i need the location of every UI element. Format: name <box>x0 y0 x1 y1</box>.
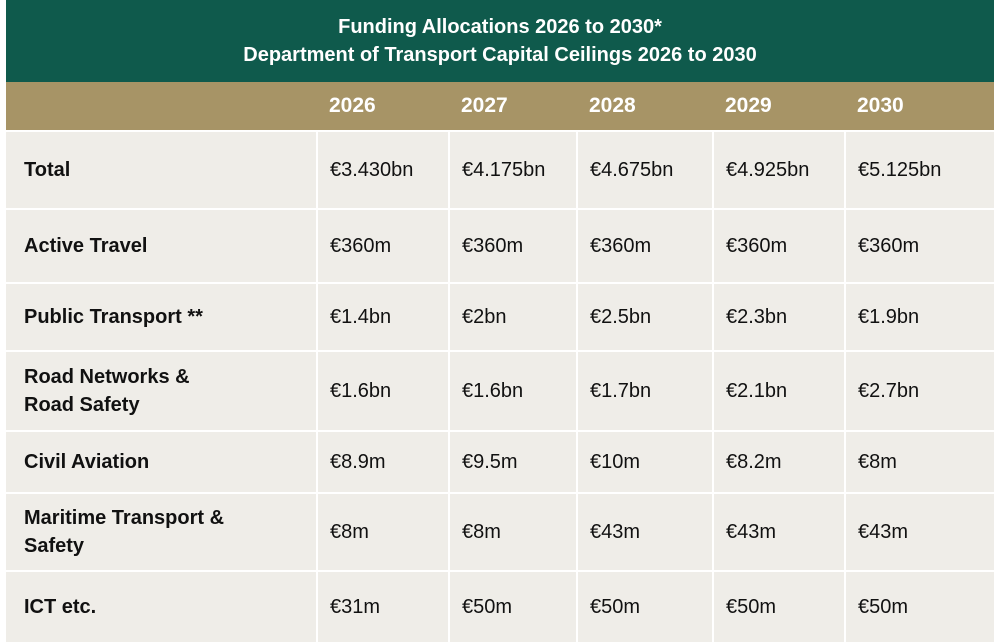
header-year-2026: 2026 <box>317 82 449 132</box>
cell-value: €8m <box>317 493 450 572</box>
cell-value: €43m <box>845 493 994 572</box>
cell-value: €2.7bn <box>845 351 994 432</box>
title-line-1: Funding Allocations 2026 to 2030* <box>338 16 662 38</box>
funding-table-figure: Funding Allocations 2026 to 2030* Depart… <box>6 0 994 644</box>
cell-value: €31m <box>317 571 450 644</box>
row-label-line: Civil Aviation <box>24 451 150 473</box>
table-row-active-travel: Active Travel €360m €360m €360m €360m €360m <box>6 209 994 284</box>
header-year-2028: 2028 <box>577 82 713 132</box>
title-banner: Funding Allocations 2026 to 2030* Depart… <box>6 0 994 82</box>
cell-value: €8.2m <box>713 431 846 494</box>
row-label-line: Active Travel <box>24 235 148 257</box>
row-label-line: ICT etc. <box>24 596 97 618</box>
cell-value: €8m <box>845 431 994 494</box>
cell-value: €4.175bn <box>449 131 578 210</box>
cell-value: €50m <box>713 571 846 644</box>
cell-value: €50m <box>577 571 714 644</box>
title-line-2: Department of Transport Capital Ceilings… <box>243 44 757 66</box>
row-label-line: Public Transport ** <box>24 306 203 328</box>
table-row-total: Total €3.430bn €4.175bn €4.675bn €4.925bn €5.… <box>6 131 994 210</box>
cell-value: €4.675bn <box>577 131 714 210</box>
row-label: Active Travel <box>6 209 318 284</box>
cell-value: €360m <box>713 209 846 284</box>
cell-value: €50m <box>845 571 994 644</box>
row-label: ICT etc. <box>6 571 318 644</box>
cell-value: €1.4bn <box>317 283 450 352</box>
cell-value: €2.1bn <box>713 351 846 432</box>
cell-value: €8m <box>449 493 578 572</box>
header-year-2027: 2027 <box>449 82 577 132</box>
header-row: 2026 2027 2028 2029 2030 <box>6 82 994 132</box>
table-row-road-networks-road-safety: Road Networks & Road Safety €1.6bn €1.6bn €1… <box>6 351 994 432</box>
cell-value: €9.5m <box>449 431 578 494</box>
cell-value: €360m <box>317 209 450 284</box>
row-label-line: Maritime Transport & <box>24 507 225 529</box>
row-label: Road Networks & Road Safety <box>6 351 318 432</box>
cell-value: €2.3bn <box>713 283 846 352</box>
cell-value: €2.5bn <box>577 283 714 352</box>
row-label-line: Total <box>24 159 71 181</box>
cell-value: €1.6bn <box>449 351 578 432</box>
table-row-ict-etc: ICT etc. €31m €50m €50m €50m €50m <box>6 571 994 644</box>
row-label: Public Transport ** <box>6 283 318 352</box>
row-label: Total <box>6 131 318 210</box>
table-row-civil-aviation: Civil Aviation €8.9m €9.5m €10m €8.2m €8m <box>6 431 994 494</box>
cell-value: €3.430bn <box>317 131 450 210</box>
row-label: Civil Aviation <box>6 431 318 494</box>
cell-value: €1.7bn <box>577 351 714 432</box>
header-corner <box>6 82 317 132</box>
table-row-public-transport: Public Transport ** €1.4bn €2bn €2.5bn €2.3b… <box>6 283 994 352</box>
header-year-2030: 2030 <box>845 82 994 132</box>
table-row-maritime-transport-safety: Maritime Transport & Safety €8m €8m €43m €43m… <box>6 493 994 572</box>
cell-value: €1.6bn <box>317 351 450 432</box>
funding-allocations-table: 2026 2027 2028 2029 2030 Total €3.430bn €4… <box>6 82 994 644</box>
cell-value: €2bn <box>449 283 578 352</box>
row-label: Maritime Transport & Safety <box>6 493 318 572</box>
row-label-line: Road Networks & <box>24 366 190 388</box>
row-label-line: Safety <box>24 535 85 557</box>
cell-value: €8.9m <box>317 431 450 494</box>
cell-value: €360m <box>845 209 994 284</box>
cell-value: €50m <box>449 571 578 644</box>
cell-value: €43m <box>713 493 846 572</box>
cell-value: €5.125bn <box>845 131 994 210</box>
cell-value: €43m <box>577 493 714 572</box>
cell-value: €4.925bn <box>713 131 846 210</box>
cell-value: €1.9bn <box>845 283 994 352</box>
row-label-line: Road Safety <box>24 394 140 416</box>
cell-value: €360m <box>577 209 714 284</box>
cell-value: €360m <box>449 209 578 284</box>
header-year-2029: 2029 <box>713 82 845 132</box>
cell-value: €10m <box>577 431 714 494</box>
